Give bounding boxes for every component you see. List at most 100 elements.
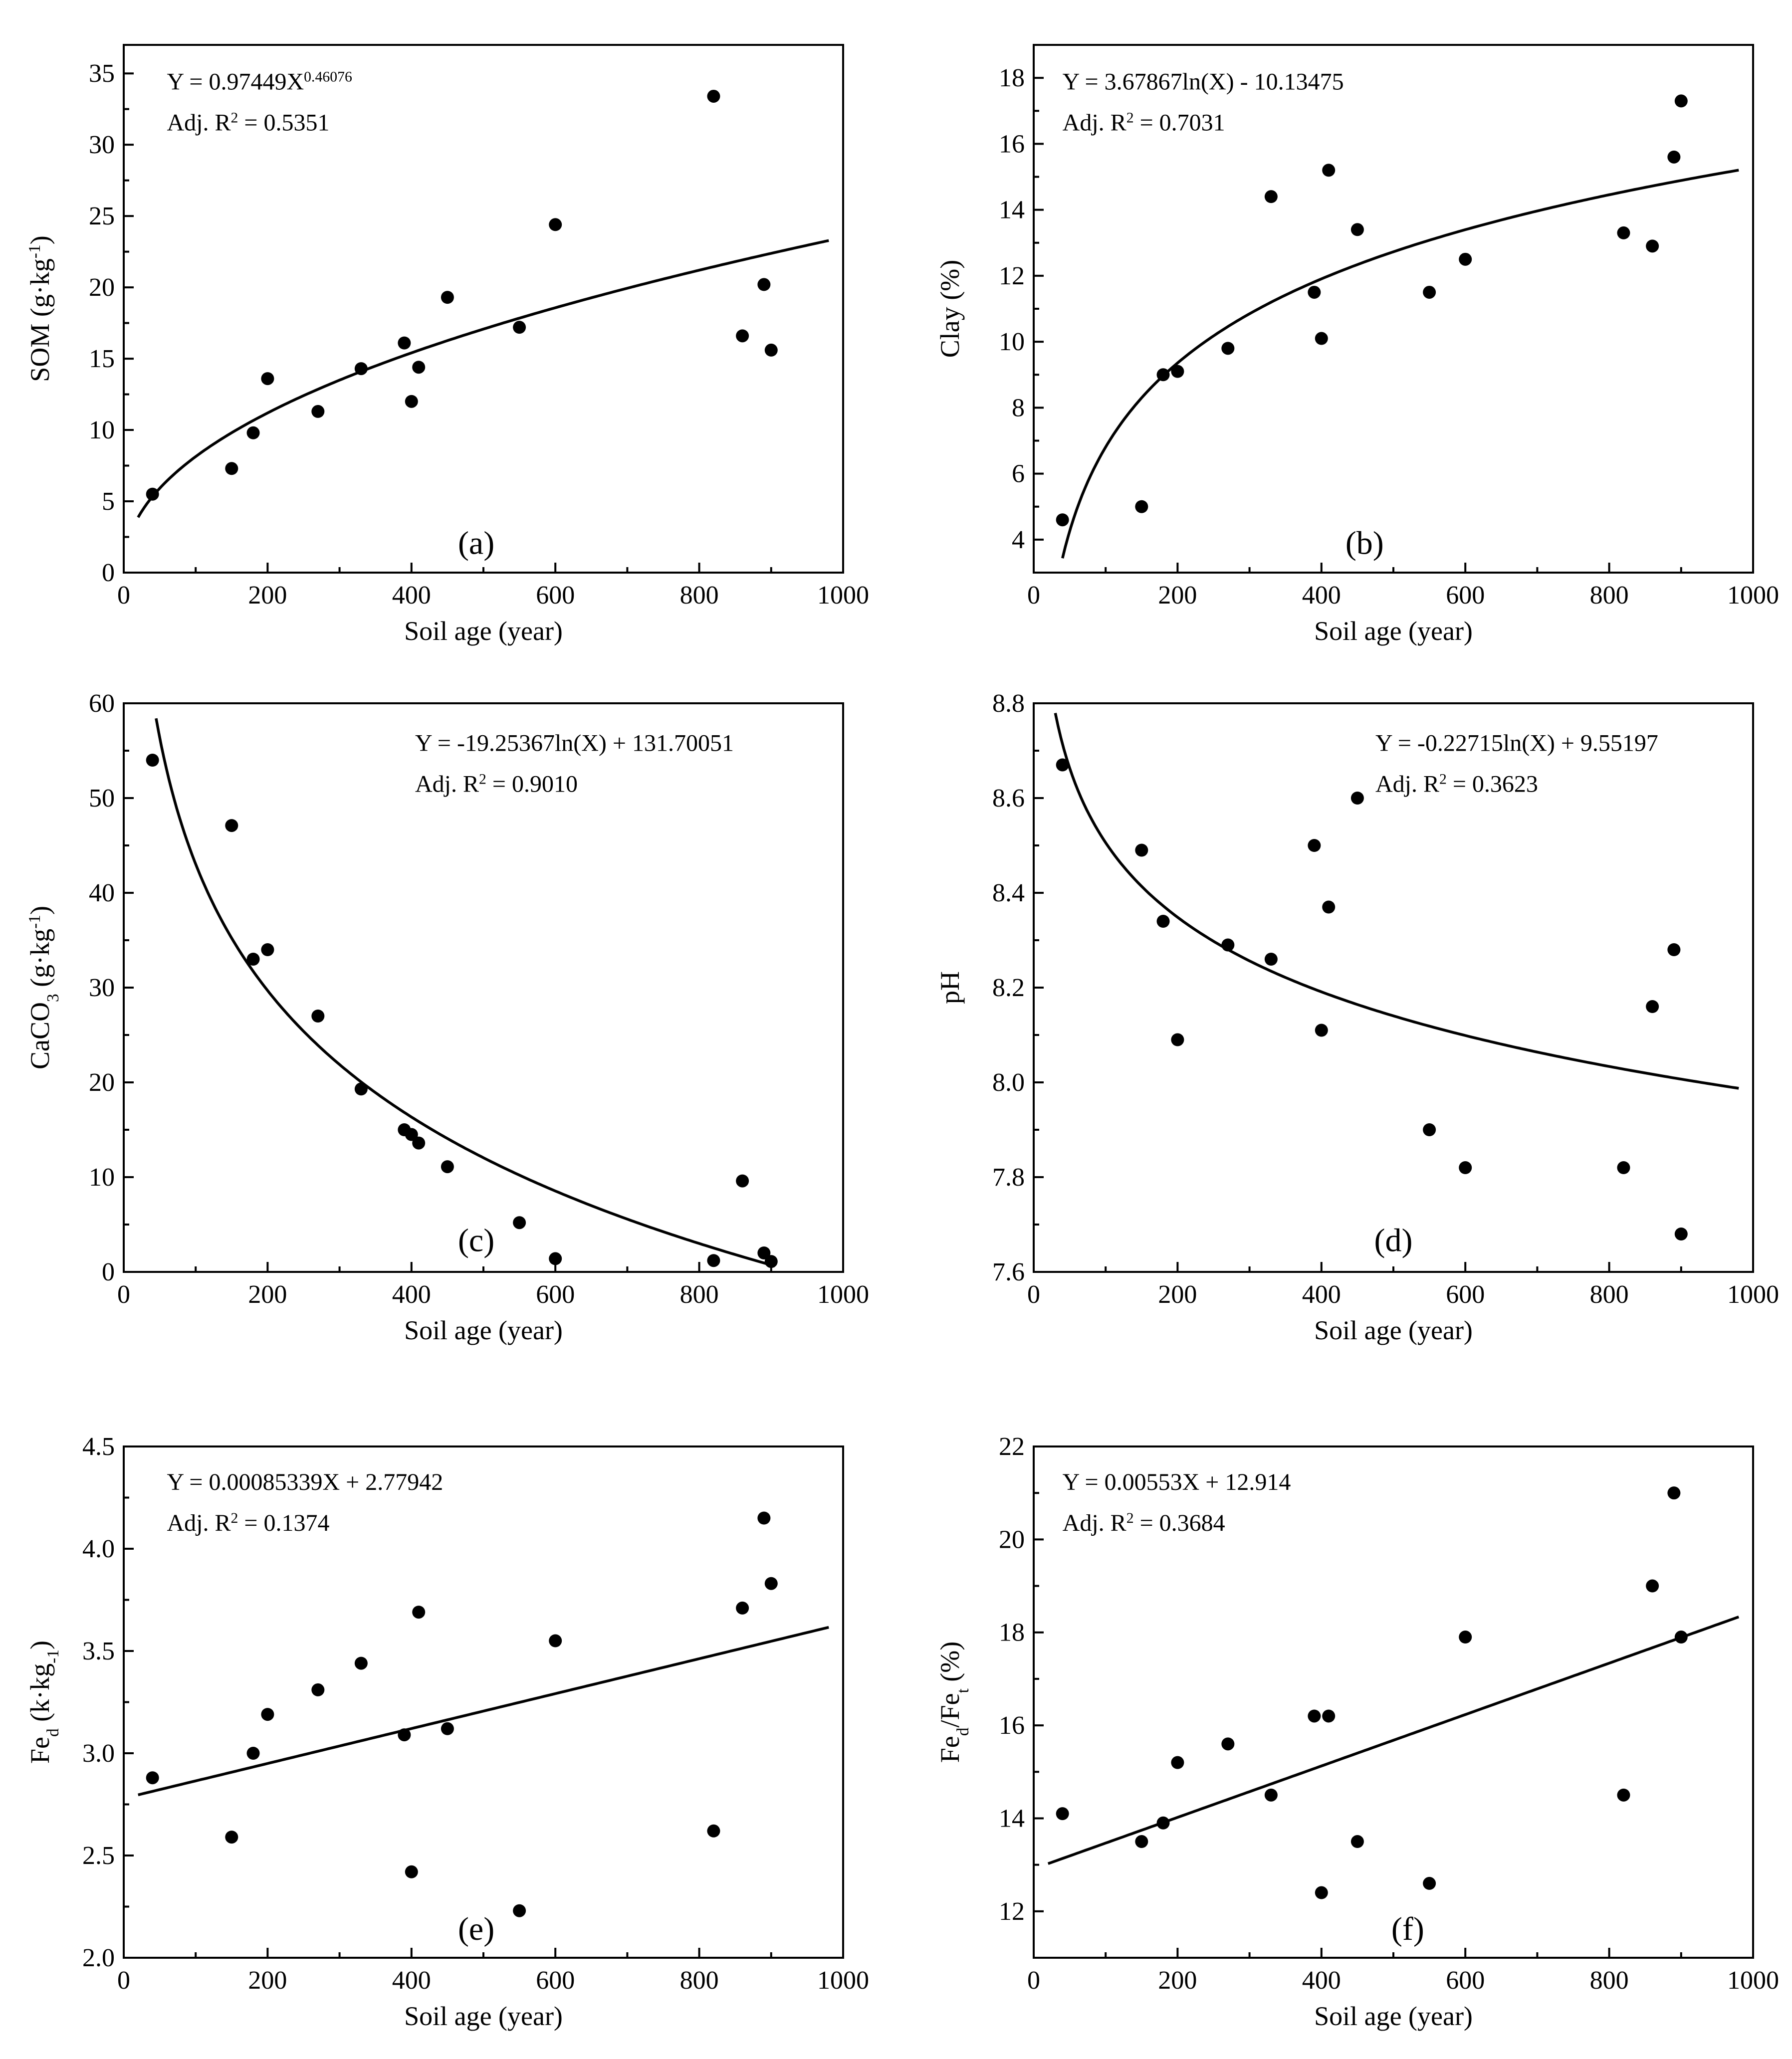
y-tick-label: 8.4 xyxy=(992,879,1025,907)
data-point xyxy=(736,1601,749,1615)
fit-curve xyxy=(137,239,829,518)
data-point xyxy=(405,395,418,408)
x-axis-label: Soil age (year) xyxy=(404,1315,563,1345)
y-tick-label: 2.0 xyxy=(82,1944,115,1972)
x-tick-label: 400 xyxy=(392,1966,431,1995)
data-point xyxy=(311,1683,325,1696)
data-point xyxy=(1056,513,1069,527)
y-tick-label: 8.8 xyxy=(992,689,1025,718)
y-tick-label: 4.0 xyxy=(82,1535,115,1563)
data-point xyxy=(549,218,562,231)
y-tick-label: 30 xyxy=(89,974,115,1002)
y-axis-label: pH xyxy=(935,971,965,1004)
fit-equation: Y = -19.25367ln(X) + 131.70051 xyxy=(415,730,734,757)
x-tick-label: 400 xyxy=(1302,1966,1341,1995)
data-point xyxy=(1264,190,1278,204)
data-point xyxy=(1221,342,1235,355)
data-point xyxy=(412,1136,426,1150)
data-point xyxy=(412,1606,426,1619)
data-point xyxy=(405,1865,418,1878)
y-tick-label: 30 xyxy=(89,131,115,159)
data-point xyxy=(146,487,159,501)
data-point xyxy=(1308,1709,1321,1723)
x-tick-label: 0 xyxy=(117,1966,130,1995)
data-point xyxy=(1646,1579,1659,1593)
y-tick-label: 0 xyxy=(102,559,115,587)
data-point xyxy=(1423,1123,1436,1136)
panel-c: 0 200 400 600 800 1000 0 10 20 30 40 50 60 Soil age (… xyxy=(25,689,869,1345)
panel-b: 0 200 400 600 800 1000 4 6 8 10 12 14 16 18 Soil age (… xyxy=(935,44,1779,646)
fit-equation: Y = 3.67867ln(X) - 10.13475 xyxy=(1063,68,1344,95)
data-point xyxy=(441,291,454,304)
x-tick-label: 800 xyxy=(1590,1966,1629,1995)
data-point xyxy=(1156,1816,1170,1830)
y-tick-label: 2.5 xyxy=(82,1842,115,1870)
fit-curve xyxy=(1047,1616,1740,1865)
y-tick-label: 10 xyxy=(89,1163,115,1192)
fit-r-squared: Adj. R2 = 0.5351 xyxy=(167,109,330,136)
x-axis-label: Soil age (year) xyxy=(1314,1315,1473,1345)
x-tick-label: 200 xyxy=(1158,581,1197,610)
y-tick-label: 8.6 xyxy=(992,784,1025,813)
x-tick-label: 600 xyxy=(1446,1966,1485,1995)
data-point xyxy=(398,1728,411,1742)
data-point xyxy=(1056,1807,1069,1821)
panel-label: (c) xyxy=(458,1223,494,1259)
data-point xyxy=(707,1824,720,1838)
data-point xyxy=(1156,915,1170,928)
x-tick-label: 1000 xyxy=(1727,1280,1779,1309)
data-point xyxy=(513,321,526,334)
x-tick-label: 400 xyxy=(392,581,431,610)
y-tick-label: 4.5 xyxy=(82,1433,115,1461)
y-tick-label: 18 xyxy=(999,1619,1025,1647)
fit-curve xyxy=(1054,713,1739,1090)
data-point xyxy=(1135,843,1148,857)
y-tick-label: 0 xyxy=(102,1258,115,1286)
y-tick-label: 20 xyxy=(89,273,115,302)
panel-e: 0 200 400 600 800 1000 2.0 2.5 3.0 3.5 4.0 4.5 Soil … xyxy=(25,1433,869,2031)
data-point xyxy=(246,1747,260,1760)
data-point xyxy=(1322,1709,1336,1723)
data-point xyxy=(246,426,260,439)
data-point xyxy=(225,462,238,475)
x-tick-label: 0 xyxy=(1027,1280,1040,1309)
fit-equation: Y = -0.22715ln(X) + 9.55197 xyxy=(1375,730,1658,757)
panel-f: 0 200 400 600 800 1000 12 14 16 18 20 22 Soil age (y… xyxy=(935,1433,1779,2031)
data-point xyxy=(225,819,238,832)
data-point xyxy=(261,372,274,386)
data-point xyxy=(757,278,771,291)
data-point xyxy=(549,1252,562,1265)
fit-curve xyxy=(1061,169,1739,559)
data-point xyxy=(1322,900,1336,914)
fit-r-squared: Adj. R2 = 0.9010 xyxy=(415,771,578,798)
data-point xyxy=(1221,938,1235,952)
x-tick-label: 1000 xyxy=(817,1966,869,1995)
data-point xyxy=(311,1010,325,1023)
panel-label: (b) xyxy=(1345,525,1384,561)
data-point xyxy=(1308,285,1321,299)
x-tick-label: 600 xyxy=(536,1280,575,1309)
data-point xyxy=(1322,164,1336,177)
y-tick-label: 25 xyxy=(89,202,115,230)
data-point xyxy=(1667,1486,1681,1500)
y-axis-label: SOM (g·kg-1) xyxy=(25,235,55,382)
x-tick-label: 0 xyxy=(117,581,130,610)
data-point xyxy=(1056,758,1069,772)
data-point xyxy=(1171,1033,1184,1046)
data-point xyxy=(225,1831,238,1844)
x-tick-label: 800 xyxy=(680,1966,719,1995)
data-point xyxy=(1315,1024,1328,1037)
data-point xyxy=(146,754,159,767)
x-tick-label: 400 xyxy=(392,1280,431,1309)
x-tick-label: 800 xyxy=(680,581,719,610)
data-point xyxy=(1171,1756,1184,1769)
data-point xyxy=(549,1634,562,1647)
x-axis-label: Soil age (year) xyxy=(404,2001,563,2031)
x-tick-label: 200 xyxy=(248,1966,287,1995)
data-point xyxy=(354,1656,368,1670)
data-point xyxy=(757,1511,771,1525)
x-tick-label: 600 xyxy=(1446,581,1485,610)
x-tick-label: 400 xyxy=(1302,1280,1341,1309)
x-tick-label: 600 xyxy=(1446,1280,1485,1309)
